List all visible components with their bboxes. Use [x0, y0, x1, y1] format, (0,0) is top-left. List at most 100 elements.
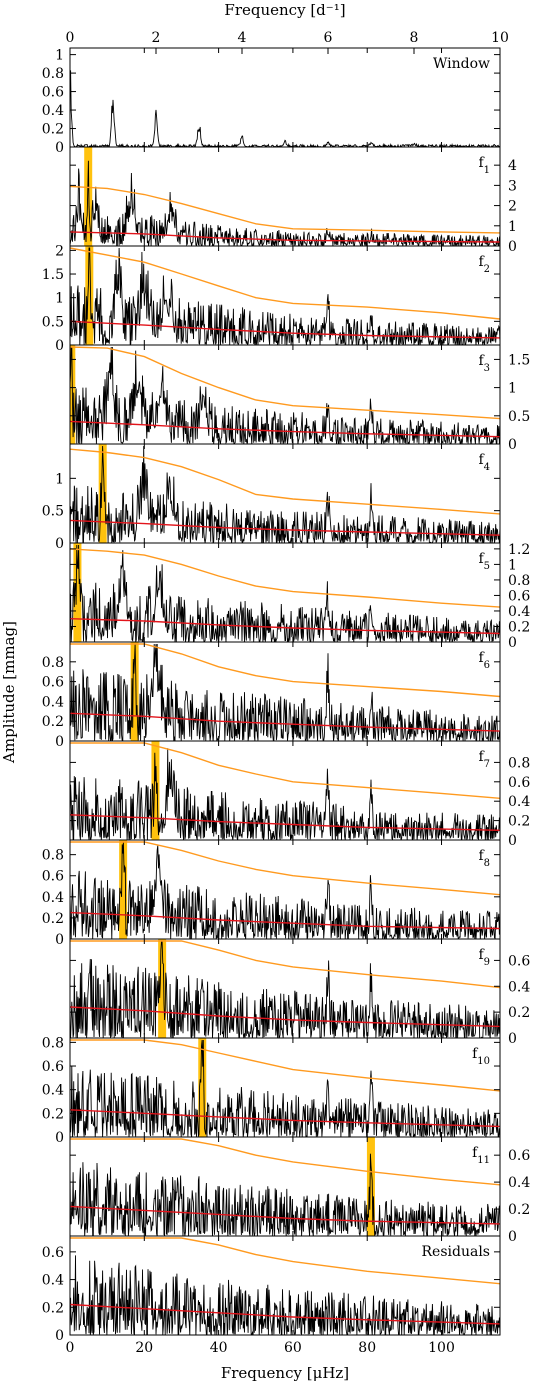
panel-label: f8: [478, 848, 490, 869]
panel-label-subscript: 7: [484, 759, 490, 770]
highlight-band: [98, 444, 107, 543]
panel-9: 0 0.2 0.4 0.6 0.8 f8: [42, 839, 501, 948]
upper-curve: [70, 1039, 500, 1092]
y-tick-label: 1.5: [42, 267, 64, 283]
panels-group: 00.20.40.60.81Window01234f100.511.52f200…: [42, 47, 530, 1344]
y-tick-label: 0: [55, 1328, 64, 1344]
highlight-band: [198, 1038, 207, 1137]
panel-label: Window: [433, 56, 490, 72]
spectrum-line: [70, 544, 500, 642]
y-tick-label: 0.2: [42, 1300, 64, 1316]
y-tick-label: 0.4: [42, 694, 64, 710]
highlight-band: [73, 543, 82, 642]
y-tick-label: 1: [55, 291, 64, 307]
y-tick-label: 0: [55, 536, 64, 552]
y-tick-label: 1: [508, 557, 517, 573]
lower-curve: [70, 1303, 500, 1325]
y-tick-label: 1: [55, 48, 64, 64]
panel-label-subscript: 11: [477, 1155, 490, 1166]
spectrum-line: [70, 748, 500, 840]
top-tick-label: 8: [410, 30, 419, 46]
upper-curve: [70, 841, 500, 896]
panel-label: f3: [478, 353, 490, 374]
lower-curve: [70, 1205, 500, 1225]
panel-label: Residuals: [422, 1244, 490, 1260]
panel-label: f6: [478, 650, 490, 671]
panel-label: f5: [478, 551, 490, 572]
y-tick-label: 0.2: [42, 911, 64, 927]
y-tick-label: 0: [508, 437, 517, 453]
y-tick-label: 1: [55, 471, 64, 487]
upper-curve: [70, 940, 500, 989]
y-tick-label: 0.2: [42, 714, 64, 730]
upper-curve: [70, 643, 500, 698]
upper-curve: [70, 742, 500, 799]
top-tick-label: 0: [66, 30, 75, 46]
top-tick-label: 2: [152, 30, 161, 46]
y-tick-label: 0.2: [508, 1202, 530, 1218]
y-tick-label: 0.8: [508, 573, 530, 589]
y-tick-label: 0.8: [42, 655, 64, 671]
highlight-band: [158, 939, 167, 1038]
lower-curve: [70, 814, 500, 831]
y-tick-label: 0: [508, 833, 517, 849]
y-tick-label: 2: [508, 199, 517, 215]
y-tick-label: 0.4: [508, 979, 530, 995]
panel-label-subscript: 1: [484, 165, 490, 176]
y-tick-label: 0.5: [508, 409, 530, 425]
panel-label: f11: [472, 1145, 490, 1166]
upper-curve: [70, 548, 500, 608]
y-tick-label: 0.4: [508, 1175, 530, 1191]
top-axis-title: Frequency [d⁻¹]: [224, 1, 345, 19]
highlight-band: [130, 642, 139, 741]
y-tick-label: 0: [55, 734, 64, 750]
panel-label-subscript: 10: [477, 1056, 490, 1067]
spectrum-line: [70, 841, 500, 939]
lower-curve: [70, 1109, 500, 1128]
y-tick-label: 0.8: [42, 1035, 64, 1051]
y-tick-label: 0.6: [42, 1059, 64, 1075]
panel-label: f10: [472, 1046, 490, 1067]
y-axis-title: Amplitude [mmag]: [0, 621, 18, 764]
y-tick-label: 0.6: [508, 1148, 530, 1164]
highlight-band: [119, 840, 128, 939]
y-tick-label: 4: [508, 158, 517, 174]
lower-curve: [70, 420, 500, 438]
top-tick-label: 6: [324, 30, 333, 46]
y-tick-label: 0: [508, 239, 517, 255]
y-tick-label: 0.4: [42, 1273, 64, 1289]
spectrum-line: [70, 70, 500, 147]
y-tick-label: 0.6: [508, 775, 530, 791]
panel-4: 0 0.5 1 1.5 f3: [69, 344, 530, 453]
y-tick-label: 0: [55, 140, 64, 156]
spectrum-line: [70, 247, 500, 345]
panel-label-subscript: 2: [484, 264, 490, 275]
panel-label-subscript: 3: [484, 363, 490, 374]
panel-frame: [69, 1235, 501, 1336]
lower-curve: [70, 911, 500, 930]
panel-label-subscript: 5: [484, 561, 490, 572]
panel-label-subscript: 6: [484, 660, 490, 671]
lower-curve: [70, 320, 500, 339]
panel-5: 0 0.5 1 f4: [42, 443, 501, 552]
top-tick-label: 10: [491, 30, 509, 46]
panel-label: f4: [478, 452, 490, 473]
y-tick-label: 0: [508, 1229, 517, 1245]
y-tick-label: 0.2: [508, 814, 530, 830]
y-tick-label: 1: [508, 381, 517, 397]
bottom-axis-title: Frequency [μHz]: [221, 1364, 349, 1382]
y-tick-label: 0.4: [42, 890, 64, 906]
panel-6: 00.20.40.60.811.2 f5: [69, 542, 530, 651]
spectrum-line: [70, 1255, 500, 1335]
y-tick-label: 0.5: [42, 504, 64, 520]
highlight-band: [85, 246, 94, 345]
upper-curve: [70, 1237, 500, 1285]
y-tick-label: 0: [55, 338, 64, 354]
bottom-tick-label: 20: [135, 1340, 153, 1356]
y-tick-label: 1.2: [508, 542, 530, 558]
y-tick-label: 0.8: [508, 755, 530, 771]
spectrum-line: [70, 1039, 500, 1137]
panel-label: f1: [478, 155, 490, 176]
panel-label-subscript: 9: [484, 957, 490, 968]
y-tick-label: 0.5: [42, 314, 64, 330]
